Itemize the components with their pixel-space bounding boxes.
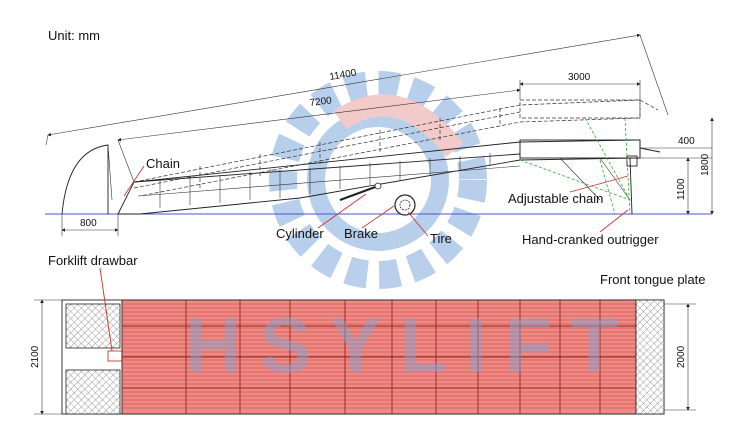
tire [394,194,416,216]
callout-adjustable-chain: Adjustable chain [508,175,629,206]
outrigger-lines [519,117,631,215]
dim-platform-height: 1100 [676,157,690,215]
label-chain: Chain [146,156,180,171]
dim-platform-height-text: 1100 [676,178,687,200]
dim-front-width-text: 2000 [676,345,687,368]
watermark-gear [269,71,487,289]
dim-lip-offset: 400 [640,136,712,159]
dim-platform-length-text: 3000 [568,72,591,83]
dim-ramp-length-text: 7200 [309,95,333,109]
grating-deck [121,299,637,415]
label-forklift-drawbar: Forklift drawbar [48,253,138,268]
folded-lip-arc [61,144,109,215]
dim-max-height: 1800 [700,117,714,215]
callout-cylinder: Cylinder [276,193,367,241]
dim-max-height-text: 1800 [700,153,711,176]
rear-toe-plate-bottom [65,369,121,415]
dim-rear-width-text: 2100 [30,345,41,368]
watermark-text: HSYLIFT [185,301,636,389]
dim-front-width: 2000 [664,303,696,411]
label-brake: Brake [344,226,378,241]
label-front-tongue-plate: Front tongue plate [600,272,706,287]
callout-tire: Tire [407,211,452,246]
dim-platform-length: 3000 [519,72,641,100]
label-adjustable-chain: Adjustable chain [508,191,603,206]
callout-outrigger: Hand-cranked outrigger [522,209,659,247]
forklift-drawbar [107,350,123,362]
top-view: 2100 2000 Forklift drawbar Front tongue … [30,253,706,415]
label-outrigger: Hand-cranked outrigger [522,232,659,247]
dim-overall-length-text: 11400 [329,68,358,83]
dim-toe-length: 800 [61,214,119,236]
dim-lip-offset-text: 400 [678,136,695,147]
front-tongue-plate [635,299,665,415]
unit-label: Unit: mm [48,28,100,43]
callout-chain: Chain [123,156,180,197]
callout-forklift-drawbar: Forklift drawbar [48,253,138,352]
label-cylinder: Cylinder [276,226,324,241]
dim-ramp-length: 7200 [117,88,521,183]
side-view: 11400 7200 3000 800 400 [45,33,714,247]
callout-brake: Brake [344,205,395,241]
rear-toe-plate-top [65,303,121,349]
dim-rear-width: 2100 [30,299,62,415]
label-tire: Tire [430,231,452,246]
dim-toe-length-text: 800 [80,218,97,229]
cylinder [339,182,382,201]
